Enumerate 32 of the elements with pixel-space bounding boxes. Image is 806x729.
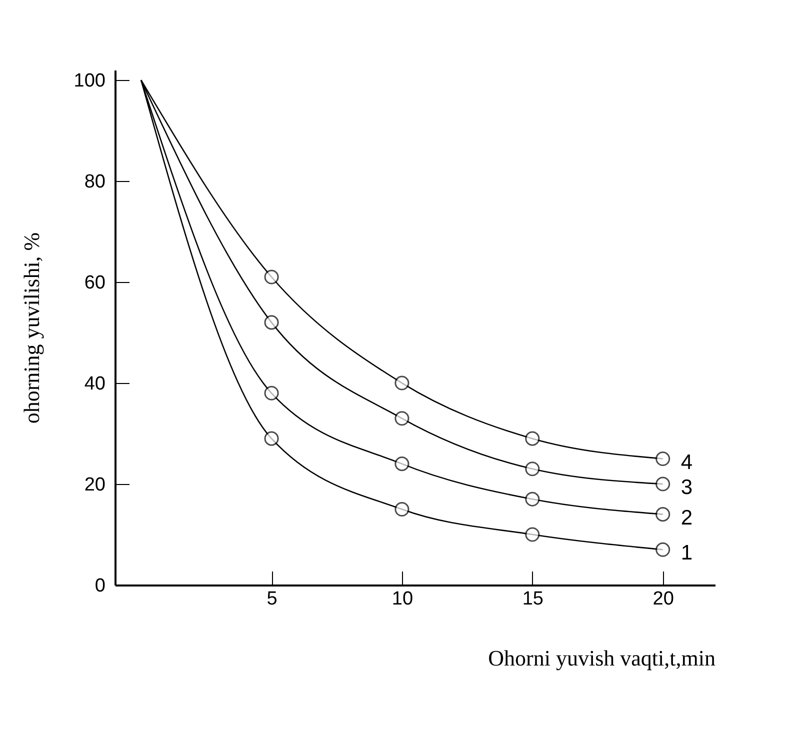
point — [656, 476, 670, 492]
point — [394, 411, 410, 426]
point — [264, 270, 279, 284]
point — [525, 492, 540, 506]
x-tick-label: 15 — [522, 588, 544, 610]
series-label: 4 — [680, 450, 693, 474]
point — [656, 542, 670, 557]
series-label: 3 — [680, 476, 693, 500]
point — [656, 452, 670, 466]
point — [394, 502, 410, 517]
y-tick-label: 100 — [74, 70, 106, 92]
point — [656, 507, 670, 522]
point — [264, 315, 279, 330]
point — [394, 456, 410, 472]
x-tick-label: 20 — [652, 588, 674, 610]
series-label: 1 — [680, 542, 693, 565]
point — [525, 527, 540, 542]
point — [264, 386, 279, 400]
y-tick-label: 40 — [84, 374, 106, 395]
y-tick-label: 0 — [94, 576, 106, 596]
point — [525, 431, 540, 446]
point — [525, 462, 540, 476]
point — [264, 431, 279, 446]
y-tick-label: 80 — [84, 172, 106, 193]
x-axis-title: Ohorni yuvish vaqti,t,min — [488, 646, 716, 670]
point — [394, 376, 410, 390]
y-axis-title: ohorning yuvilishi, % — [18, 232, 44, 424]
y-tick-label: 20 — [84, 474, 106, 496]
x-tick-label: 10 — [392, 588, 414, 610]
series-label: 2 — [680, 506, 693, 530]
x-tick-label: 5 — [266, 588, 278, 610]
y-tick-label: 60 — [84, 272, 106, 294]
